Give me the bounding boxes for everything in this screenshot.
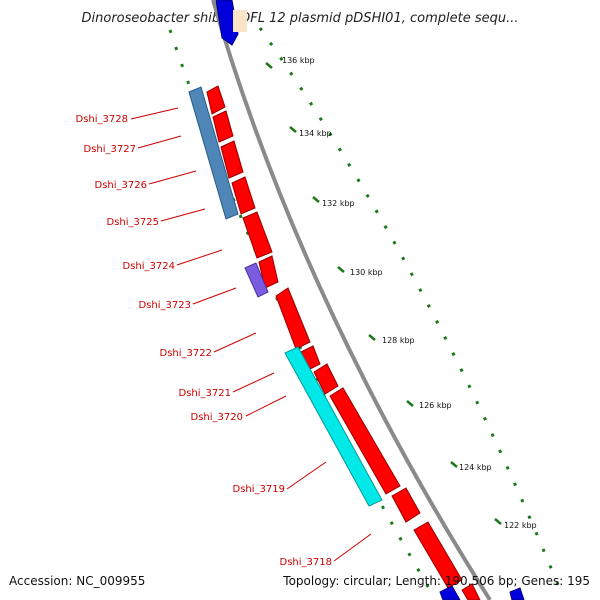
leader-line (137, 135, 182, 149)
reverse-genes-top (215, 0, 239, 46)
gene-label[interactable]: Dshi_3721 (179, 388, 231, 399)
gene-arrow[interactable] (275, 287, 311, 350)
leader-line (176, 249, 223, 266)
gene-label[interactable]: Dshi_3719 (233, 484, 285, 495)
gene-label[interactable]: Dshi_3728 (76, 114, 128, 125)
steelblue-feature[interactable] (188, 86, 239, 220)
major-tick (406, 400, 414, 407)
leader-line (333, 533, 372, 562)
leader-line (192, 287, 237, 305)
purple-feature[interactable] (244, 262, 269, 298)
reverse-genes-bottom (439, 585, 525, 600)
kbp-label: 124 kbp (459, 463, 492, 472)
gene-arrow[interactable] (329, 387, 401, 495)
kbp-scale: 136 kbp 134 kbp 132 kbp 130 kbp 128 kbp … (258, 27, 562, 591)
leader-line (232, 372, 275, 393)
leader-line (160, 208, 206, 222)
major-tick (265, 62, 273, 69)
gene-block[interactable] (509, 587, 525, 600)
forward-genes (206, 85, 481, 600)
leader-line (286, 461, 327, 490)
gene-labels: Dshi_3728 Dshi_3727 Dshi_3726 Dshi_3725 … (76, 114, 332, 568)
outer-tick-ring (258, 27, 562, 591)
plasmid-backbone (211, 0, 492, 600)
gene-label[interactable]: Dshi_3727 (84, 144, 136, 155)
gene-label[interactable]: Dshi_3724 (123, 261, 175, 272)
gene-label[interactable]: Dshi_3720 (191, 412, 243, 423)
gene-label[interactable]: Dshi_3725 (107, 217, 159, 228)
kbp-label: 136 kbp (282, 56, 315, 65)
major-tick (337, 266, 345, 273)
label-leaders (130, 107, 372, 562)
kbp-label: 132 kbp (322, 199, 355, 208)
gene-label[interactable]: Dshi_3726 (95, 180, 147, 191)
major-tick (450, 461, 458, 468)
gene-arrow[interactable] (231, 176, 256, 215)
kbp-label: 126 kbp (419, 401, 452, 410)
feature-bars (188, 86, 383, 507)
gene-arrow[interactable] (212, 110, 234, 143)
leader-line (148, 170, 197, 185)
gene-arrow[interactable] (206, 85, 226, 115)
gene-label[interactable]: Dshi_3718 (280, 557, 332, 568)
major-tick (289, 126, 297, 133)
major-tick (494, 518, 502, 525)
cyan-feature[interactable] (284, 346, 383, 507)
gene-block[interactable] (215, 0, 239, 46)
title-highlight-patch (233, 10, 247, 32)
gene-block[interactable] (439, 585, 461, 600)
leader-line (245, 395, 287, 417)
leader-line (213, 332, 257, 353)
major-tick (368, 334, 376, 341)
gene-label[interactable]: Dshi_3722 (160, 348, 212, 359)
kbp-label: 130 kbp (350, 268, 383, 277)
gene-arrow[interactable] (391, 487, 421, 523)
kbp-label: 122 kbp (504, 521, 537, 530)
major-tick (312, 196, 320, 203)
map-title: Dinoroseobacter shibae DFL 12 plasmid pD… (82, 11, 519, 26)
gene-arrow[interactable] (242, 211, 273, 259)
topology-summary: Topology: circular; Length: 190,506 bp; … (282, 574, 590, 588)
kbp-label: 134 kbp (299, 129, 332, 138)
kbp-label: 128 kbp (382, 336, 415, 345)
gene-arrow[interactable] (461, 583, 481, 600)
gene-label[interactable]: Dshi_3723 (139, 300, 191, 311)
gene-arrow[interactable] (313, 363, 339, 395)
accession-text: Accession: NC_009955 (9, 574, 145, 588)
gene-arrow[interactable] (413, 521, 463, 589)
gene-arrow[interactable] (220, 140, 244, 179)
leader-line (130, 107, 179, 120)
